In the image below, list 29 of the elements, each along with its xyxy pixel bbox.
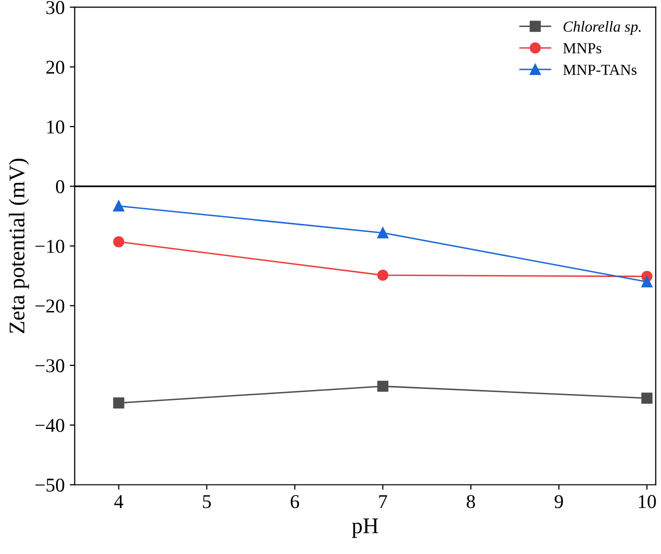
x-tick-label: 10 — [638, 495, 656, 508]
legend-label: MNPs — [563, 43, 602, 54]
y-tick-label: 10 — [47, 120, 64, 134]
y-axis-title: Zeta potential (mV) — [8, 158, 30, 334]
y-tick-label: 0 — [56, 180, 64, 194]
x-tick-label: 8 — [466, 495, 475, 508]
y-tick-label: −20 — [36, 299, 64, 313]
legend-label: MNP-TANs — [563, 64, 637, 75]
point — [113, 200, 124, 212]
y-tick-label: −30 — [36, 359, 64, 372]
x-tick-label: 7 — [379, 495, 388, 508]
x-tick-label: 9 — [554, 495, 563, 508]
point — [113, 397, 124, 409]
point — [641, 276, 652, 288]
legend-label: Chlorella sp. — [564, 21, 641, 35]
y-tick-label: −10 — [36, 240, 64, 253]
x-axis-title: pH — [352, 518, 378, 538]
x-tick-label: 6 — [290, 495, 300, 508]
point — [377, 380, 388, 392]
x-tick-label: 4 — [114, 495, 124, 508]
point — [113, 236, 124, 248]
point — [377, 227, 388, 238]
y-tick-label: 20 — [46, 60, 64, 74]
point — [377, 270, 388, 281]
point — [641, 392, 652, 404]
y-tick-label: 30 — [46, 1, 64, 14]
x-tick-label: 5 — [203, 495, 211, 508]
y-tick-label: −50 — [36, 478, 64, 492]
y-tick-label: −40 — [36, 418, 64, 432]
